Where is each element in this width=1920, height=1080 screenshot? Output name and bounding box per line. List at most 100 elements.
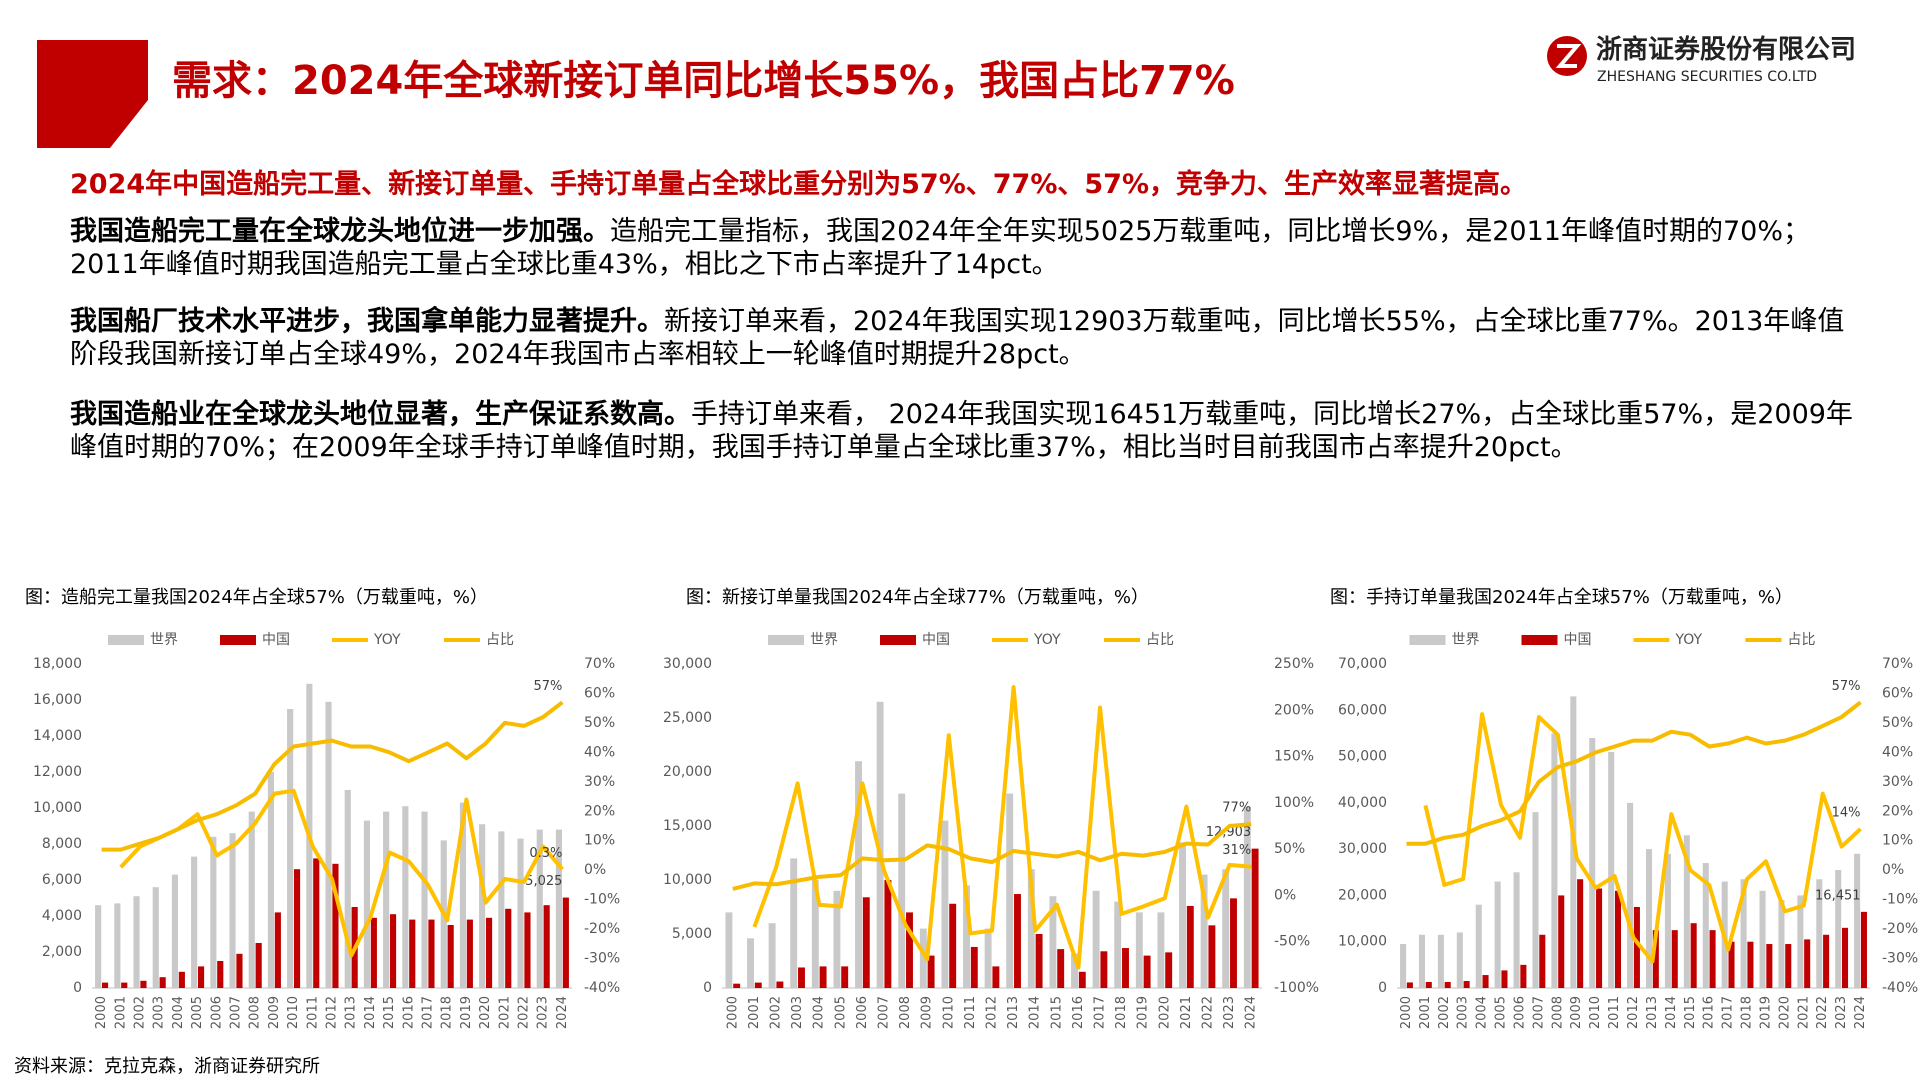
paragraph-lead: 我国造船业在全球龙头地位显著，生产保证系数高。 [70,399,691,430]
x-tick-label: 2011 [305,996,320,1029]
y2-tick-label: 30% [1882,774,1913,790]
data-label: 5,025 [525,874,562,889]
x-tick-label: 2007 [229,996,244,1029]
x-tick-label: 2022 [1815,996,1830,1029]
bar [927,955,935,988]
data-label: 31% [1222,843,1251,858]
y-tick-label: 10,000 [663,872,712,888]
x-tick-label: 2019 [459,996,474,1029]
bar [855,761,862,988]
x-tick-label: 2013 [1006,996,1021,1029]
y2-tick-label: 50% [584,715,615,731]
x-tick-label: 2016 [401,996,416,1029]
bar [1532,812,1539,988]
bar [1049,896,1057,988]
bar [363,820,371,988]
paragraph: 我国造船业在全球龙头地位显著，生产保证系数高。手持订单来看， 2024年我国实现… [70,398,1870,464]
legend-label: 占比 [1788,632,1816,648]
data-label: 57% [533,679,562,694]
line-series [752,685,1252,970]
bar [466,919,473,988]
y-tick-label: 10,000 [33,800,82,816]
bar [1057,949,1065,988]
y-tick-label: 18,000 [33,656,82,672]
bar [1006,793,1014,988]
x-tick-label: 2024 [1853,996,1868,1029]
y2-tick-label: -40% [1882,980,1918,996]
x-tick-label: 2002 [133,996,148,1029]
x-tick-label: 2000 [725,996,740,1029]
x-tick-label: 2020 [478,996,493,1029]
y2-tick-label: 60% [1882,685,1913,701]
bar [1759,890,1766,988]
y2-tick-label: 250% [1274,656,1314,672]
y2-tick-label: 0% [1882,862,1904,878]
y-tick-label: 70,000 [1338,656,1387,672]
x-tick-label: 2012 [325,996,340,1029]
legend-swatch [880,635,916,645]
paragraph-lead: 我国船厂技术水平进步，我国拿单能力显著提升。 [70,306,664,337]
y-tick-label: 8,000 [42,836,82,852]
bar [555,829,563,988]
bar [790,858,798,988]
y-tick-label: 5,000 [672,926,712,942]
x-tick-label: 2008 [1550,996,1565,1029]
bar [152,887,159,988]
bar [1494,881,1501,988]
x-tick-label: 2004 [812,996,827,1029]
y-tick-label: 60,000 [1338,702,1387,718]
y2-tick-label: -30% [1882,951,1918,967]
company-name: 浙商证券股份有限公司 [1596,34,1856,65]
bar [811,880,819,988]
y2-tick-label: -50% [1274,934,1310,950]
bar [267,772,275,988]
y-tick-label: 2,000 [42,944,82,960]
bar [229,833,236,988]
bar [159,977,166,988]
x-tick-label: 2000 [94,996,109,1029]
paragraph-text: 新接订单来看，2024年我国实现12903万载重吨，同比增长55%，占全球比重7… [70,306,1845,370]
x-tick-label: 2014 [363,996,378,1029]
chart-title: 图：新接订单量我国2024年占全球77%（万载重吨，%） [686,587,1149,608]
bar [862,897,870,988]
x-tick-label: 2018 [440,996,455,1029]
y-tick-label: 12,000 [33,764,82,780]
bar [370,917,377,988]
x-tick-label: 2024 [1244,996,1259,1029]
bar [1437,934,1444,988]
x-tick-label: 2014 [1664,996,1679,1029]
bar [313,858,320,988]
bar [1816,879,1823,988]
bar [949,903,957,988]
data-label: 77% [1222,801,1251,816]
x-tick-label: 2010 [1588,996,1603,1029]
line-series [1423,712,1862,964]
bar [747,938,754,988]
legend-swatch [1521,635,1558,645]
y2-tick-label: 10% [584,833,615,849]
bar [383,811,390,988]
bar [409,919,416,988]
bar [1475,904,1482,988]
bar [1841,927,1849,988]
paragraph-lead: 我国造船完工量在全球龙头地位进一步加强。 [70,216,610,247]
bar [941,820,949,988]
y-tick-label: 40,000 [1338,795,1387,811]
bar [287,709,294,988]
bar [543,905,550,988]
y2-tick-label: -20% [1882,921,1918,937]
bar [1078,971,1086,988]
bar [1652,930,1659,988]
bar [1035,934,1043,988]
bar [1702,863,1709,988]
x-tick-label: 2023 [1834,996,1849,1029]
bar [1122,948,1129,988]
bar [562,897,569,988]
bar [536,829,543,988]
bar [1482,975,1489,988]
bar [1854,853,1861,988]
x-tick-label: 2010 [286,996,301,1029]
y-tick-label: 30,000 [1338,841,1387,857]
y-tick-label: 0 [1378,980,1387,996]
x-tick-label: 2002 [1437,996,1452,1029]
